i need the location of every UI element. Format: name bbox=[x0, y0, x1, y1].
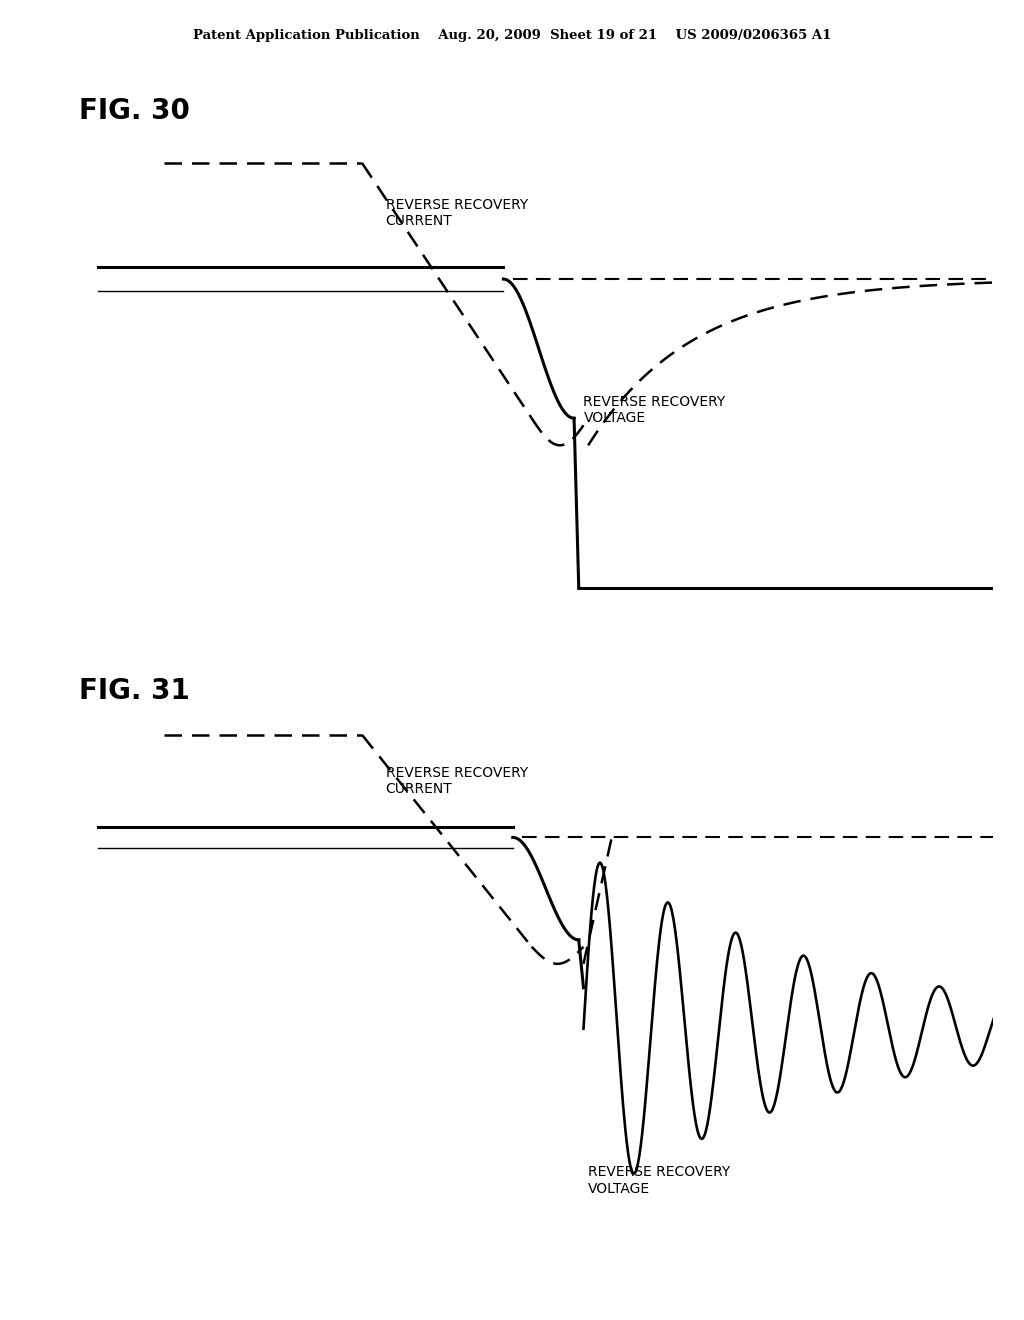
Text: Patent Application Publication    Aug. 20, 2009  Sheet 19 of 21    US 2009/02063: Patent Application Publication Aug. 20, … bbox=[193, 29, 831, 42]
Text: REVERSE RECOVERY
CURRENT: REVERSE RECOVERY CURRENT bbox=[386, 198, 528, 228]
Text: FIG. 30: FIG. 30 bbox=[80, 98, 190, 125]
Text: REVERSE RECOVERY
VOLTAGE: REVERSE RECOVERY VOLTAGE bbox=[588, 1166, 730, 1196]
Text: FIG. 31: FIG. 31 bbox=[80, 677, 190, 705]
Text: REVERSE RECOVERY
CURRENT: REVERSE RECOVERY CURRENT bbox=[386, 766, 528, 796]
Text: REVERSE RECOVERY
VOLTAGE: REVERSE RECOVERY VOLTAGE bbox=[584, 395, 726, 425]
